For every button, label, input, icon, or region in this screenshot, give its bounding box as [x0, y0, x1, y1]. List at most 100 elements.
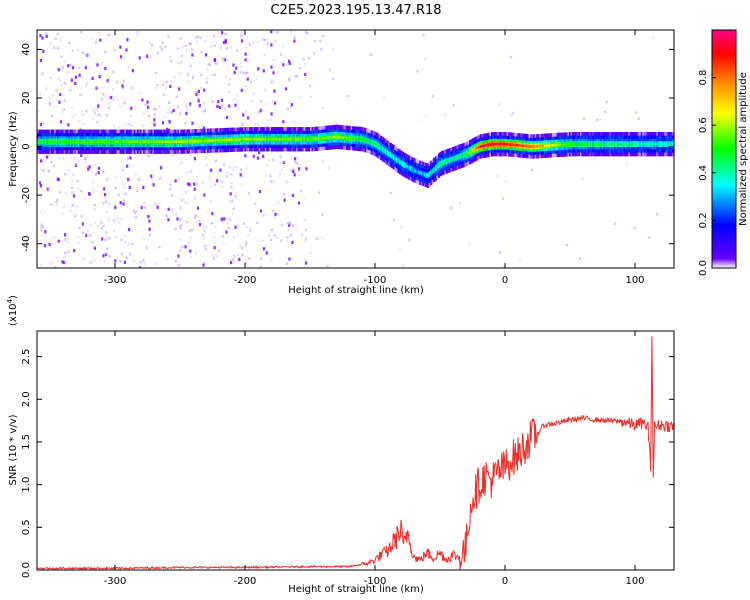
spectrogram-ridge-cell — [289, 138, 292, 141]
spectrogram-noise-speck — [247, 60, 250, 64]
spectrogram-noise-speck — [149, 42, 152, 45]
spectrogram-noise-speck — [279, 155, 282, 158]
spectrogram-ridge-cell — [405, 164, 408, 168]
spectrogram-noise-speck — [186, 170, 189, 174]
spectrogram-noise-speck — [80, 31, 83, 34]
spectrogram-noise-speck — [121, 86, 125, 90]
spectrogram-noise-speck — [179, 112, 182, 115]
spectrogram-noise-speck — [267, 158, 270, 162]
spectrogram-noise-speck — [96, 107, 99, 110]
spectrogram-noise-speck — [250, 99, 253, 103]
spectrogram-noise-speck — [171, 208, 174, 211]
spectrogram-noise-speck — [171, 211, 174, 214]
spectrogram-noise-speck — [97, 113, 100, 116]
spectrogram-noise-speck — [189, 154, 192, 157]
spectrogram-noise-speck — [169, 58, 172, 62]
spectrogram-ridge-cell — [540, 144, 544, 148]
spectrogram-noise-speck — [138, 92, 141, 95]
spectrogram-noise-speck — [180, 223, 183, 227]
spectrogram-noise-speck — [48, 242, 51, 246]
spectrogram-noise-speck — [102, 202, 105, 205]
spectrogram-noise-speck — [39, 266, 42, 268]
spectrogram-noise-speck — [223, 108, 226, 111]
spectrogram-ridge-cell — [325, 136, 328, 139]
spectrogram-noise-speck — [287, 77, 291, 80]
spectrogram-ridge-cell — [559, 143, 562, 146]
spectrogram-noise-speck — [288, 61, 291, 66]
spectrogram-noise-speck — [241, 246, 244, 250]
spectrogram-noise-speck — [42, 169, 45, 172]
spectrogram-noise-speck — [212, 254, 215, 257]
spectrogram-ridge-cell — [439, 162, 442, 166]
spectrogram-ridge-cell — [40, 140, 43, 143]
spectrogram-ridge-cell — [267, 138, 271, 141]
spectrogram-noise-speck — [147, 155, 150, 158]
spectrogram-noise-speck — [63, 82, 66, 85]
spectrogram-noise-speck — [146, 54, 149, 58]
spectrogram-noise-speck — [122, 183, 125, 186]
spectrogram-noise-speck — [142, 258, 145, 261]
spectrogram-noise-speck — [153, 107, 156, 111]
spectrogram-noise-speck — [195, 92, 198, 97]
spectrogram-noise-speck — [138, 56, 141, 60]
spectrogram-ridge-cell — [108, 140, 111, 143]
colorbar-tick-label: 0.0 — [698, 260, 709, 276]
snr-x-label: Height of straight line (km) — [288, 584, 424, 595]
spectrogram-noise-speck — [209, 199, 212, 203]
spectrogram-noise-speck — [194, 197, 197, 200]
spectrogram-noise-speck — [169, 84, 172, 88]
spectrogram-noise-speck — [110, 95, 113, 100]
spectrogram-noise-speck — [265, 251, 268, 255]
spectrogram-ridge-cell — [349, 136, 352, 140]
spectrogram-noise-speck — [77, 48, 80, 52]
spectrogram-noise-speck — [56, 257, 59, 260]
spectrogram-noise-speck — [103, 193, 107, 197]
spectrogram-ridge-cell — [168, 140, 171, 143]
spectrogram-noise-speck — [119, 201, 122, 205]
spectrogram-noise-speck — [176, 217, 179, 221]
spectrogram-ridge-cell — [241, 138, 244, 141]
spectrogram-ridge-cell — [397, 159, 400, 162]
spectrogram-noise-speck — [209, 45, 213, 48]
spectrogram-noise-speck — [84, 66, 87, 70]
spectrogram-noise-speck — [271, 158, 275, 161]
spectrogram-noise-speck — [242, 71, 245, 74]
spectrogram-ridge-cell — [182, 140, 185, 143]
spectrogram-noise-speck — [184, 191, 188, 194]
spectrogram-ridge-cell — [637, 142, 640, 146]
spectrogram-noise-speck — [283, 198, 286, 202]
spectrogram-noise-speck — [648, 236, 651, 239]
spectrogram-noise-speck — [614, 222, 617, 225]
spectrogram-noise-speck — [81, 113, 84, 116]
spectrogram-noise-speck — [38, 95, 42, 98]
spectrogram-ridge-cell — [125, 140, 129, 143]
spectrogram-ridge-cell — [425, 173, 428, 177]
spectrogram-noise-speck — [154, 86, 157, 90]
spectrogram-noise-speck — [77, 66, 80, 70]
spectrogram-noise-speck — [172, 154, 175, 157]
spectrogram-ridge-cell — [422, 172, 425, 176]
spectrogram-x-tick-label: -100 — [364, 275, 387, 286]
spectrogram-noise-speck — [459, 202, 462, 205]
spectrogram-noise-speck — [579, 257, 582, 260]
spectrogram-ridge-cell — [430, 171, 433, 174]
spectrogram-noise-speck — [270, 259, 273, 262]
spectrogram-noise-speck — [94, 222, 97, 225]
spectrogram-ridge-cell — [491, 143, 494, 146]
spectrogram-ridge-cell — [102, 140, 105, 143]
spectrogram-noise-speck — [141, 98, 144, 102]
spectrogram-noise-speck — [210, 222, 213, 225]
spectrogram-ridge-cell — [494, 142, 497, 146]
spectrogram-noise-speck — [599, 118, 602, 121]
spectrogram-noise-speck — [143, 103, 147, 106]
colorbar-tick-label: 0.8 — [698, 70, 709, 86]
spectrogram-noise-speck — [119, 260, 122, 263]
spectrogram-noise-speck — [38, 110, 41, 113]
spectrogram-ridge-cell — [71, 140, 74, 143]
spectrogram-noise-speck — [218, 250, 221, 253]
spectrogram-noise-speck — [245, 226, 248, 229]
spectrogram-ridge-cell — [306, 138, 310, 141]
spectrogram-noise-speck — [78, 226, 81, 230]
spectrogram-noise-speck — [112, 70, 115, 74]
spectrogram-noise-speck — [69, 209, 72, 212]
